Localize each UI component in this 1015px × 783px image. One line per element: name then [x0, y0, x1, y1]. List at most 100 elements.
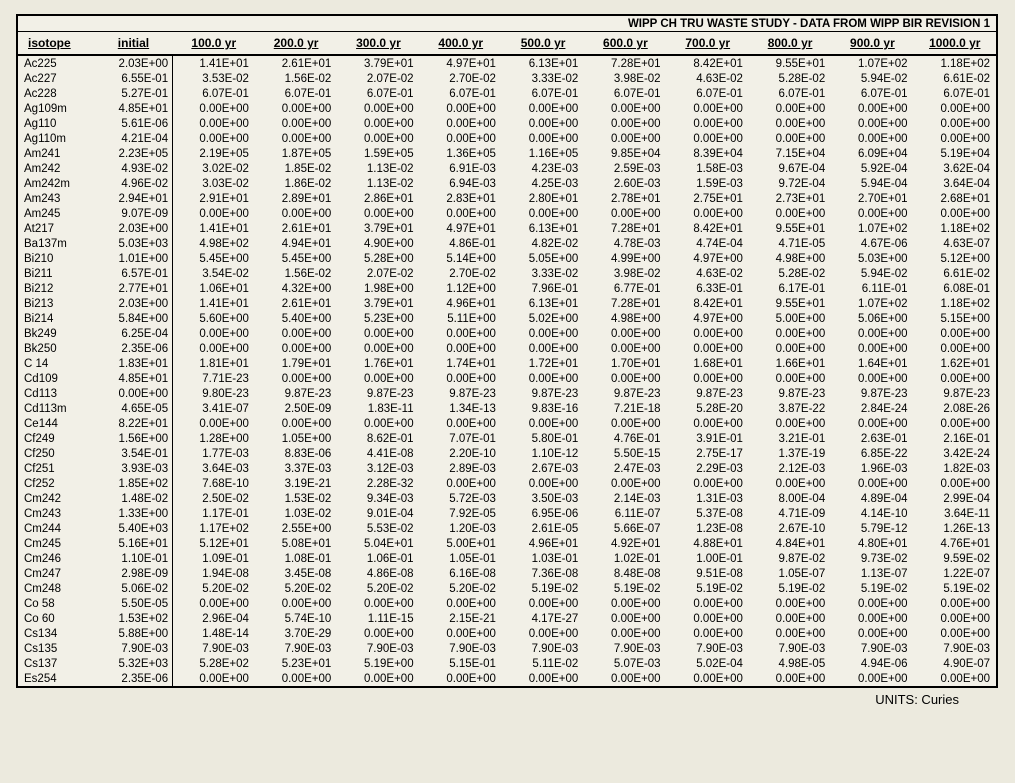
value-cell: 0.00E+00 [749, 116, 831, 131]
initial-cell: 5.88E+00 [94, 626, 172, 641]
value-cell: 0.00E+00 [584, 371, 666, 386]
value-cell: 0.00E+00 [914, 101, 996, 116]
initial-cell: 2.23E+05 [94, 146, 172, 161]
value-cell: 3.42E-24 [914, 446, 996, 461]
value-cell: 1.53E-02 [255, 491, 337, 506]
value-cell: 0.00E+00 [914, 416, 996, 431]
value-cell: 2.99E-04 [914, 491, 996, 506]
initial-cell: 5.32E+03 [94, 656, 172, 671]
value-cell: 9.87E-02 [749, 551, 831, 566]
col-year: 500.0 yr [502, 32, 584, 56]
table-row: Am2432.94E+012.91E+012.89E+012.86E+012.8… [18, 191, 996, 206]
value-cell: 3.19E-21 [255, 476, 337, 491]
table-row: Cm2461.10E-011.09E-011.08E-011.06E-011.0… [18, 551, 996, 566]
isotope-cell: Cm247 [18, 566, 94, 581]
value-cell: 9.80E-23 [173, 386, 255, 401]
value-cell: 0.00E+00 [337, 371, 419, 386]
value-cell: 5.28E-02 [749, 266, 831, 281]
value-cell: 4.96E+01 [420, 296, 502, 311]
value-cell: 9.01E-04 [337, 506, 419, 521]
value-cell: 3.50E-03 [502, 491, 584, 506]
value-cell: 1.18E+02 [914, 221, 996, 236]
value-cell: 2.83E+01 [420, 191, 502, 206]
value-cell: 7.36E-08 [502, 566, 584, 581]
value-cell: 0.00E+00 [337, 116, 419, 131]
value-cell: 6.07E-01 [914, 86, 996, 101]
value-cell: 2.70E+01 [831, 191, 913, 206]
value-cell: 1.82E-03 [914, 461, 996, 476]
value-cell: 9.83E-16 [502, 401, 584, 416]
value-cell: 0.00E+00 [255, 116, 337, 131]
value-cell: 5.28E+02 [173, 656, 255, 671]
value-cell: 7.90E-03 [749, 641, 831, 656]
value-cell: 1.37E-19 [749, 446, 831, 461]
value-cell: 5.04E+01 [337, 536, 419, 551]
value-cell: 0.00E+00 [584, 206, 666, 221]
value-cell: 1.26E-13 [914, 521, 996, 536]
value-cell: 5.19E+00 [337, 656, 419, 671]
value-cell: 5.11E-02 [502, 656, 584, 671]
table-row: Co 601.53E+022.96E-045.74E-101.11E-152.1… [18, 611, 996, 626]
value-cell: 5.74E-10 [255, 611, 337, 626]
value-cell: 0.00E+00 [667, 611, 749, 626]
value-cell: 3.79E+01 [337, 296, 419, 311]
value-cell: 0.00E+00 [584, 101, 666, 116]
value-cell: 2.89E-03 [420, 461, 502, 476]
table-row: Cd1094.85E+017.71E-230.00E+000.00E+000.0… [18, 371, 996, 386]
table-row: Cf2491.56E+001.28E+001.05E+008.62E-017.0… [18, 431, 996, 446]
value-cell: 8.48E-08 [584, 566, 666, 581]
value-cell: 0.00E+00 [337, 626, 419, 641]
value-cell: 7.21E-18 [584, 401, 666, 416]
value-cell: 0.00E+00 [831, 116, 913, 131]
table-row: Cd113m4.65E-053.41E-072.50E-091.83E-111.… [18, 401, 996, 416]
table-row: Bi2145.84E+005.60E+005.40E+005.23E+005.1… [18, 311, 996, 326]
value-cell: 9.55E+01 [749, 221, 831, 236]
value-cell: 4.82E-02 [502, 236, 584, 251]
value-cell: 4.63E-07 [914, 236, 996, 251]
data-table-frame: WIPP CH TRU WASTE STUDY - DATA FROM WIPP… [16, 14, 998, 688]
value-cell: 0.00E+00 [749, 371, 831, 386]
initial-cell: 2.03E+00 [94, 221, 172, 236]
value-cell: 4.14E-10 [831, 506, 913, 521]
table-row: Ac2285.27E-016.07E-016.07E-016.07E-016.0… [18, 86, 996, 101]
value-cell: 5.19E+04 [914, 146, 996, 161]
isotope-cell: Cm242 [18, 491, 94, 506]
value-cell: 0.00E+00 [914, 671, 996, 686]
value-cell: 6.94E-03 [420, 176, 502, 191]
value-cell: 6.17E-01 [749, 281, 831, 296]
value-cell: 5.06E+00 [831, 311, 913, 326]
value-cell: 4.98E+00 [749, 251, 831, 266]
value-cell: 1.05E-01 [420, 551, 502, 566]
table-row: Cm2485.06E-025.20E-025.20E-025.20E-025.2… [18, 581, 996, 596]
value-cell: 4.97E+01 [420, 221, 502, 236]
value-cell: 0.00E+00 [584, 596, 666, 611]
value-cell: 1.98E+00 [337, 281, 419, 296]
value-cell: 1.02E-01 [584, 551, 666, 566]
col-year: 200.0 yr [255, 32, 337, 56]
value-cell: 0.00E+00 [420, 326, 502, 341]
initial-cell: 1.48E-02 [94, 491, 172, 506]
isotope-cell: Bi210 [18, 251, 94, 266]
value-cell: 5.80E-01 [502, 431, 584, 446]
value-cell: 0.00E+00 [584, 131, 666, 146]
value-cell: 7.28E+01 [584, 296, 666, 311]
table-row: Cm2421.48E-022.50E-021.53E-029.34E-035.7… [18, 491, 996, 506]
isotope-cell: Ac228 [18, 86, 94, 101]
value-cell: 2.61E+01 [255, 296, 337, 311]
col-year: 400.0 yr [420, 32, 502, 56]
isotope-cell: Ac225 [18, 55, 94, 71]
value-cell: 7.90E-03 [584, 641, 666, 656]
value-cell: 4.84E+01 [749, 536, 831, 551]
value-cell: 9.59E-02 [914, 551, 996, 566]
initial-cell: 4.65E-05 [94, 401, 172, 416]
value-cell: 1.13E-07 [831, 566, 913, 581]
value-cell: 8.42E+01 [667, 55, 749, 71]
value-cell: 5.72E-03 [420, 491, 502, 506]
value-cell: 2.07E-02 [337, 71, 419, 86]
value-cell: 6.61E-02 [914, 266, 996, 281]
table-row: Co 585.50E-050.00E+000.00E+000.00E+000.0… [18, 596, 996, 611]
value-cell: 5.45E+00 [255, 251, 337, 266]
initial-cell: 4.21E-04 [94, 131, 172, 146]
value-cell: 0.00E+00 [420, 596, 502, 611]
value-cell: 1.62E+01 [914, 356, 996, 371]
